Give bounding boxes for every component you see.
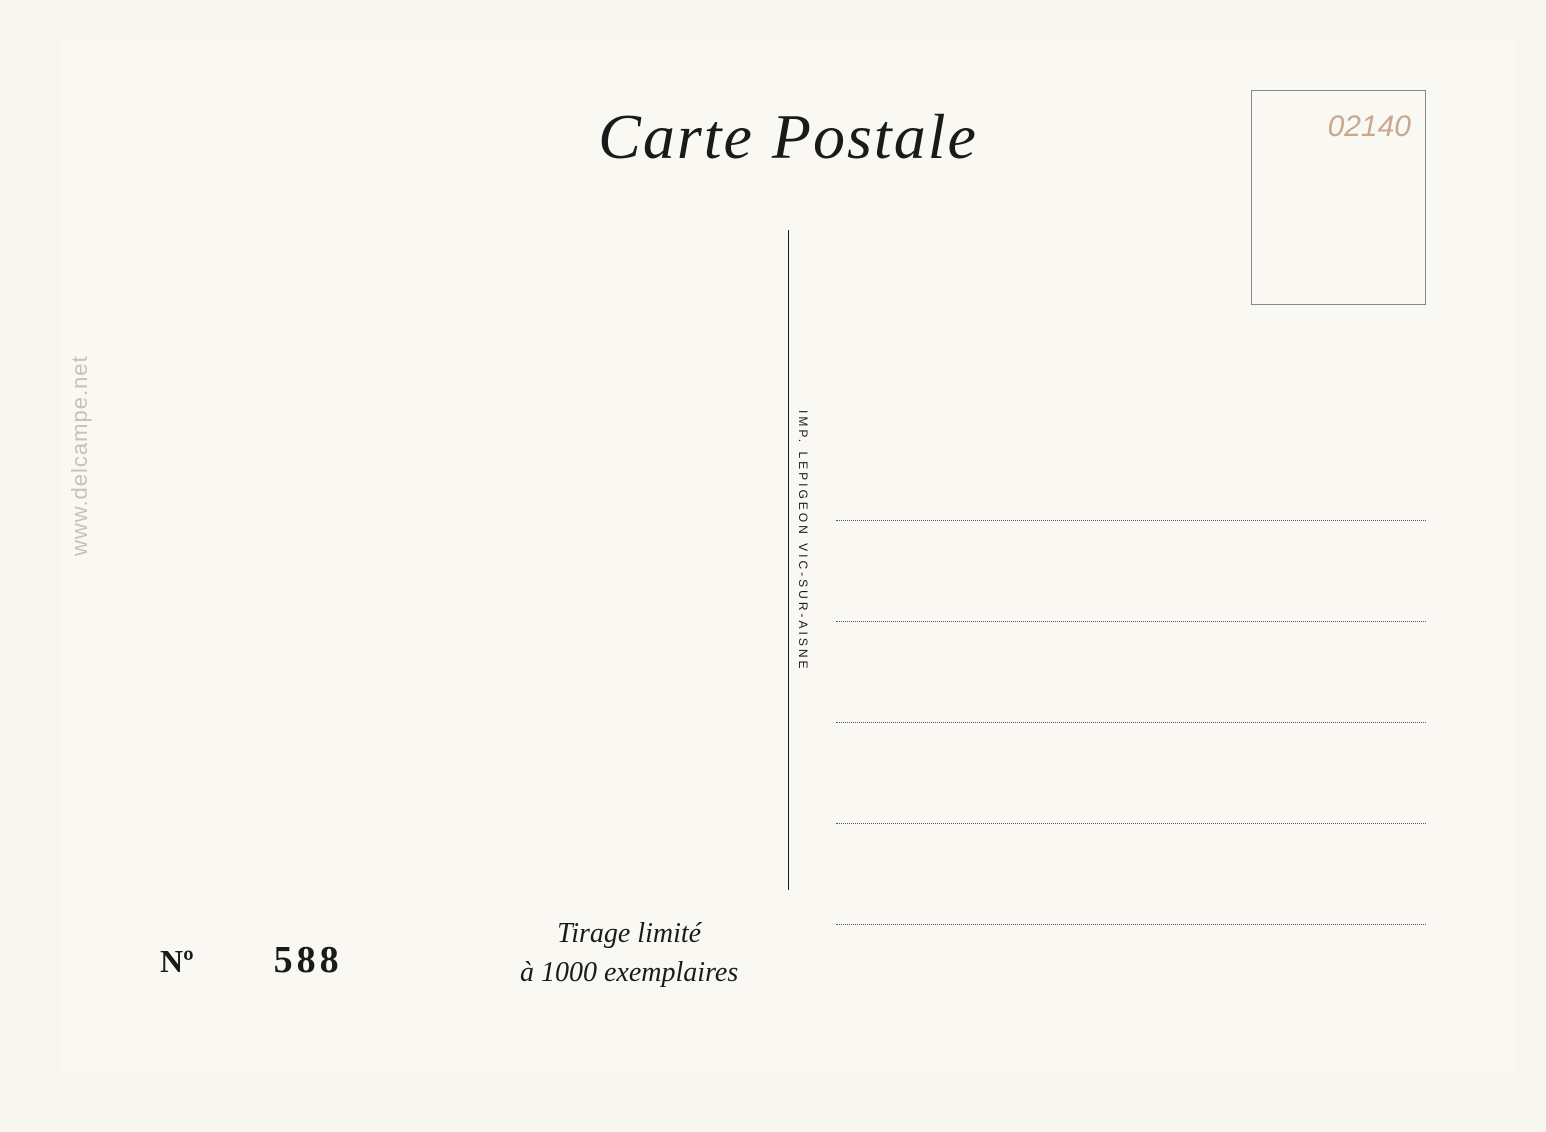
number-value: 588 [274,938,343,982]
tirage-line1: Tirage limité [520,914,738,953]
number-label: Nº [160,943,194,980]
address-line [836,823,1426,824]
postcard-title: Carte Postale [598,100,978,174]
address-line [836,520,1426,521]
stamp-note-text: 02140 [1328,110,1411,144]
address-lines-container [836,520,1426,925]
postcard-container: www.delcampe.net Carte Postale 02140 IMP… [60,40,1516,1072]
number-section: Nº 588 [160,938,343,982]
tirage-line2: à 1000 exemplaires [520,953,738,992]
printer-credit: IMP. LEPIGEON VIC-SUR-AISNE [796,410,810,672]
watermark-text: www.delcampe.net [67,355,93,556]
tirage-text: Tirage limité à 1000 exemplaires [520,914,738,992]
address-line [836,621,1426,622]
address-line [836,924,1426,925]
vertical-divider [788,230,789,890]
address-line [836,722,1426,723]
